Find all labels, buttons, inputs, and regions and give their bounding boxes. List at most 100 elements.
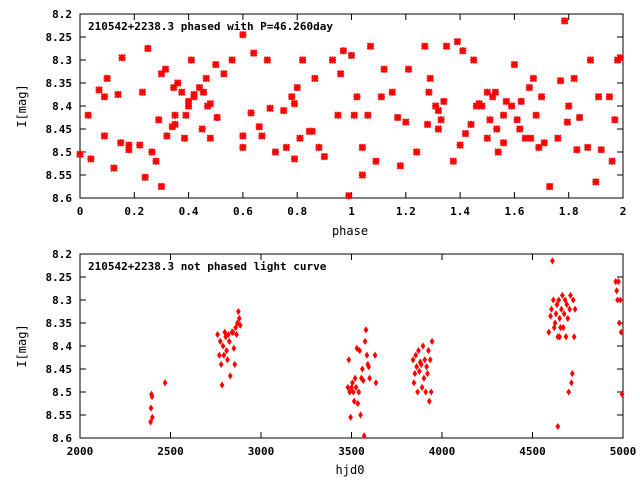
phased-y-tick-label: 8.45: [46, 123, 73, 136]
not-phased-data-point: [619, 390, 625, 398]
phased-x-tick-label: 0.2: [124, 205, 144, 218]
not-phased-data-point: [362, 337, 368, 345]
not-phased-y-axis-label: I[mag]: [15, 324, 29, 367]
not-phased-data-point: [570, 296, 576, 304]
not-phased-data-point: [221, 351, 227, 359]
not-phased-data-point: [361, 432, 367, 440]
not-phased-data-point: [559, 305, 564, 313]
not-phased-data-point: [557, 314, 563, 322]
not-phased-data-point: [555, 422, 561, 431]
phased-data-point: [290, 155, 299, 163]
phased-data-point: [206, 99, 215, 108]
phased-x-tick-label: 0.8: [287, 205, 307, 218]
phased-data-point: [437, 116, 445, 124]
phased-data-point: [198, 125, 206, 133]
phased-data-point: [206, 134, 215, 142]
phased-y-tick-label: 8.2: [52, 8, 72, 21]
phased-data-point: [100, 132, 109, 140]
phased-data-point: [190, 93, 198, 101]
phased-data-point: [84, 111, 92, 119]
not-phased-data-point: [428, 388, 434, 396]
phased-data-point: [570, 74, 578, 83]
not-phased-data-point: [347, 388, 353, 396]
phased-data-point: [141, 173, 149, 182]
not-phased-data-point: [162, 379, 168, 387]
not-phased-data-point: [224, 347, 229, 355]
not-phased-y-tick-label: 8.35: [46, 317, 73, 330]
phased-data-point: [118, 53, 126, 62]
not-phased-data-point: [352, 374, 358, 382]
not-phased-data-point: [225, 356, 230, 364]
phased-data-point: [483, 134, 491, 142]
not-phased-data-point: [549, 305, 554, 313]
not-phased-data-point: [565, 314, 571, 322]
phased-data-point: [148, 148, 156, 156]
not-phased-data-point: [357, 347, 363, 355]
not-phased-data-point: [557, 333, 563, 341]
not-phased-data-point: [410, 356, 416, 364]
phased-data-point: [258, 132, 266, 140]
phased-data-point: [315, 143, 323, 152]
phased-x-tick-label: 2: [620, 205, 627, 218]
phased-data-point: [174, 79, 182, 87]
not-phased-x-tick-label: 3000: [248, 445, 275, 458]
phased-data-point: [540, 139, 548, 147]
phased-data-point: [388, 88, 396, 96]
phased-data-point: [469, 56, 478, 64]
phased-y-tick-label: 8.4: [52, 100, 72, 113]
phased-data-point: [545, 182, 554, 191]
phased-data-point: [377, 93, 386, 101]
phased-data-point: [212, 60, 220, 69]
not-phased-data-point: [552, 319, 558, 327]
phased-data-point: [461, 129, 470, 138]
phased-data-point: [117, 139, 125, 147]
phased-data-point: [144, 44, 152, 53]
not-phased-data-point: [373, 379, 379, 387]
phased-data-point: [537, 93, 546, 101]
not-phased-data-point: [230, 328, 236, 336]
phased-data-point: [288, 93, 296, 101]
not-phased-data-point: [617, 296, 623, 304]
phased-data-point: [575, 113, 584, 122]
not-phased-data-point: [226, 337, 232, 345]
not-phased-y-tick-label: 8.5: [52, 386, 72, 399]
phased-data-point: [412, 148, 421, 156]
phased-data-point: [213, 113, 221, 122]
phased-data-point: [161, 65, 170, 73]
not-phased-data-point: [359, 365, 365, 373]
phased-data-point: [345, 191, 353, 200]
not-phased-x-tick-label: 5000: [610, 445, 637, 458]
phased-data-point: [564, 102, 573, 110]
not-phased-data-point: [425, 370, 430, 378]
not-phased-data-point: [217, 337, 223, 345]
phased-data-point: [271, 148, 280, 156]
phased-y-tick-label: 8.3: [52, 54, 72, 67]
phased-data-point: [293, 83, 301, 92]
not-phased-y-tick-label: 8.3: [52, 294, 72, 307]
not-phased-data-point: [419, 383, 425, 391]
not-phased-data-point: [560, 291, 565, 299]
not-phased-data-point: [411, 379, 417, 387]
not-phased-data-point: [372, 351, 378, 359]
not-phased-data-point: [566, 388, 572, 396]
phased-data-point: [573, 145, 581, 154]
phased-data-point: [393, 113, 402, 122]
not-phased-data-point: [426, 397, 432, 405]
phased-data-point: [521, 134, 529, 142]
phased-data-point: [525, 83, 534, 92]
phased-data-point: [136, 141, 144, 149]
not-phased-data-point: [554, 301, 560, 309]
not-phased-data-point: [571, 333, 577, 341]
not-phased-data-point: [420, 342, 426, 350]
not-phased-x-tick-label: 3500: [338, 445, 365, 458]
phased-data-point: [163, 132, 171, 140]
phased-data-point: [95, 86, 103, 94]
phased-data-point: [404, 65, 413, 73]
phased-y-tick-label: 8.5: [52, 146, 72, 159]
phased-x-tick-label: 0.6: [233, 205, 253, 218]
not-phased-plot-frame: [79, 253, 624, 439]
not-phased-data-point: [550, 296, 556, 304]
phased-y-tick-label: 8.25: [46, 31, 73, 44]
not-phased-data-point: [560, 324, 566, 332]
